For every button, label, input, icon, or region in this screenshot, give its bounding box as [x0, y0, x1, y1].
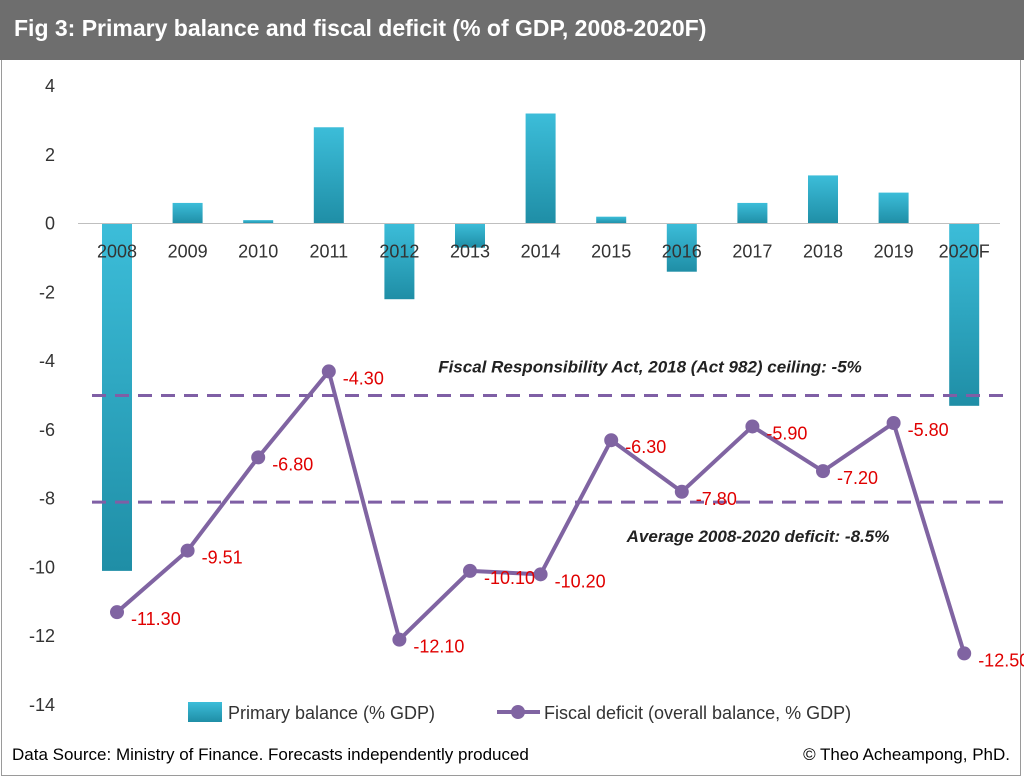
bar — [878, 192, 909, 224]
bar — [737, 202, 768, 224]
data-label: -11.30 — [131, 609, 181, 629]
bar — [102, 223, 132, 571]
source-note: Data Source: Ministry of Finance. Foreca… — [12, 745, 529, 764]
reference-label: Fiscal Responsibility Act, 2018 (Act 982… — [438, 358, 862, 377]
bar — [596, 216, 627, 224]
x-tick-label: 2011 — [309, 242, 348, 262]
x-tick-label: 2014 — [521, 242, 561, 262]
y-tick-label: -14 — [29, 695, 55, 715]
bar — [949, 223, 980, 406]
y-tick-label: -6 — [39, 420, 55, 440]
data-point — [604, 433, 619, 448]
x-axis: 2008 2009 2010 2011 2012 2013 2014 2015 2016 2017… — [78, 223, 1000, 262]
data-label: -5.90 — [766, 423, 807, 443]
bar — [384, 223, 415, 300]
x-tick-label: 2019 — [874, 242, 914, 262]
legend-line-marker — [511, 705, 525, 719]
legend-bar-swatch — [188, 702, 222, 722]
data-point — [251, 450, 266, 465]
bar — [313, 127, 344, 224]
bar — [808, 175, 838, 224]
y-tick-label: 2 — [45, 145, 55, 165]
legend-line-label: Fiscal deficit (overall balance, % GDP) — [544, 703, 851, 723]
data-label: -9.51 — [202, 548, 243, 568]
y-tick-label: -12 — [29, 626, 55, 646]
data-label: -4.30 — [343, 368, 384, 388]
reference-lines: Fiscal Responsibility Act, 2018 (Act 982… — [92, 358, 1008, 546]
data-point — [533, 567, 548, 582]
x-tick-label: 2010 — [238, 242, 278, 262]
x-tick-label: 2016 — [662, 242, 702, 262]
data-label: -12.10 — [413, 637, 464, 657]
data-point — [674, 484, 689, 499]
data-label: -12.50 — [978, 650, 1024, 670]
x-tick-label: 2018 — [803, 242, 843, 262]
data-point — [321, 364, 336, 379]
y-tick-label: -10 — [29, 557, 55, 577]
y-tick-label: -8 — [39, 489, 55, 509]
data-label: -7.80 — [696, 489, 737, 509]
data-point — [110, 605, 124, 620]
copyright-note: © Theo Acheampong, PhD. — [803, 745, 1010, 764]
data-label: -6.80 — [272, 454, 313, 474]
x-tick-label: 2020F — [939, 242, 990, 262]
bar — [455, 223, 485, 248]
bar — [243, 220, 274, 224]
fiscal-deficit-line — [115, 369, 967, 655]
data-point — [745, 419, 760, 434]
bar — [666, 223, 697, 272]
x-tick-label: 2008 — [97, 242, 137, 262]
data-label: -10.10 — [484, 568, 535, 588]
x-tick-label: 2017 — [732, 242, 772, 262]
y-tick-label: 4 — [45, 76, 55, 96]
data-label: -6.30 — [625, 437, 666, 457]
y-tick-label: 0 — [45, 214, 55, 234]
legend-bar-label: Primary balance (% GDP) — [228, 703, 435, 723]
data-point — [180, 543, 195, 558]
line-series — [110, 364, 972, 661]
chart-title: Fig 3: Primary balance and fiscal defici… — [14, 15, 707, 41]
data-label: -7.20 — [837, 468, 878, 488]
reference-label: Average 2008-2020 deficit: -8.5% — [626, 527, 890, 546]
data-point — [886, 416, 901, 431]
title-bar: Fig 3: Primary balance and fiscal defici… — [0, 0, 1024, 60]
bar — [525, 113, 556, 224]
y-tick-label: -4 — [39, 351, 55, 371]
data-labels: -11.30 -9.51 -6.80 -4.30 -12.10 -10.10 -10.20 -… — [131, 368, 1024, 670]
y-axis: 4 2 0 -2 -4 -6 -8 -10 -12 -14 — [29, 76, 55, 715]
bar-series — [102, 113, 980, 571]
x-tick-label: 2012 — [379, 242, 419, 262]
data-point — [463, 563, 477, 578]
x-tick-label: 2015 — [591, 242, 631, 262]
data-point — [957, 646, 972, 661]
data-label: -5.80 — [908, 420, 949, 440]
y-tick-label: -2 — [39, 282, 55, 302]
bar — [172, 202, 203, 224]
x-tick-label: 2009 — [168, 242, 208, 262]
data-label: -10.20 — [555, 571, 606, 591]
x-tick-label: 2013 — [450, 242, 490, 262]
legend: Primary balance (% GDP) Fiscal deficit (o… — [188, 702, 851, 723]
data-point — [392, 632, 407, 647]
data-point — [816, 464, 830, 479]
